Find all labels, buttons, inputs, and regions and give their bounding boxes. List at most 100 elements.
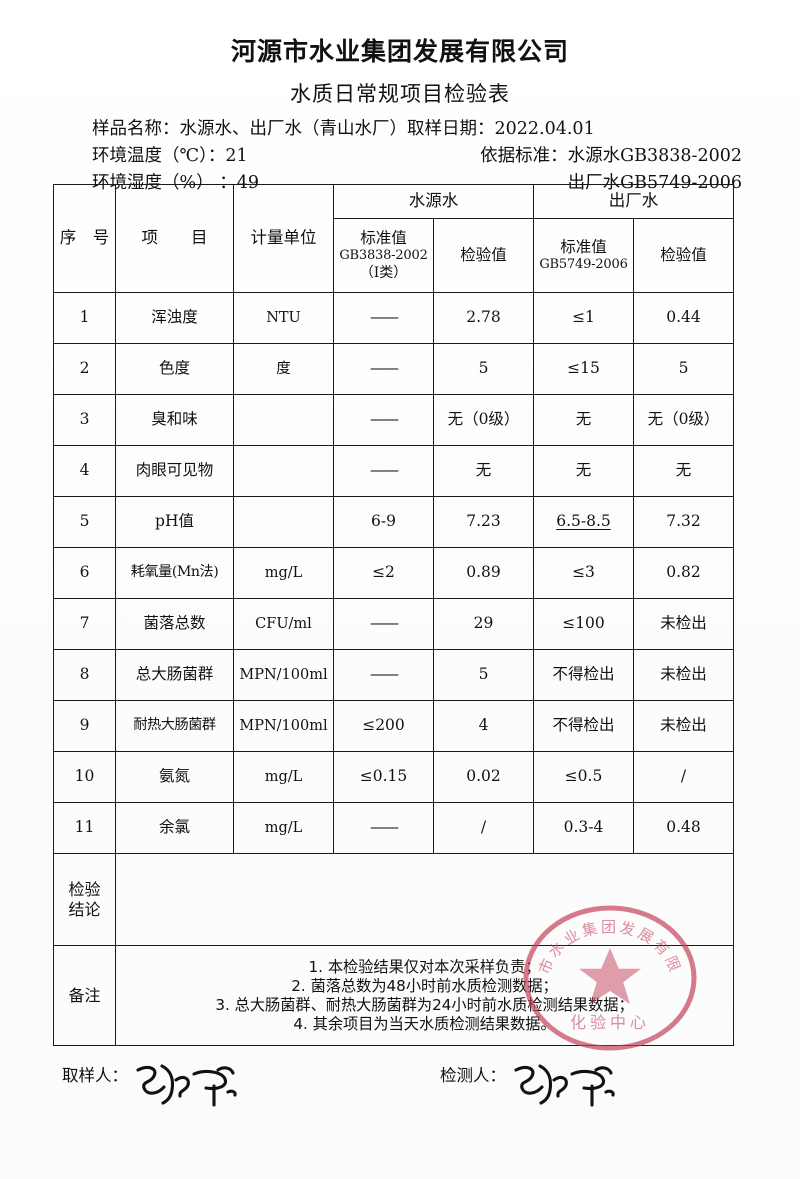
reference-standard-source: 依据标准：水源水GB3838-2002 <box>480 146 742 166</box>
header-source-standard-line2: GB3838-2002 <box>339 248 428 264</box>
sampler-handwritten-signature <box>132 1056 244 1112</box>
header-sub-row: 标准值 GB3838-2002 （Ⅰ类） 检验值 标准值 GB5749-2006… <box>54 218 734 293</box>
row-output-standard: ≤0.5 <box>533 751 634 803</box>
row-item: 耐热大肠菌群 <box>115 700 234 752</box>
remark-label: 备注 <box>53 945 116 1046</box>
row-unit: CFU/ml <box>233 598 334 650</box>
row-unit: MPN/100ml <box>233 700 334 752</box>
table-body: 1 浑浊度 NTU —— 2.78 ≤1 0.44 2 色度度 —— 5 ≤15 5 3 臭和味 —— 无（0级… <box>53 292 734 854</box>
row-source-result: 5 <box>433 649 534 701</box>
environment-temperature: 环境温度（℃）：21 <box>92 146 248 166</box>
header-item: 项 目 <box>115 184 234 293</box>
row-output-standard: ≤3 <box>533 547 634 599</box>
row-output-result: 未检出 <box>633 649 734 701</box>
row-source-standard: —— <box>333 343 434 395</box>
table-row: 9 耐热大肠菌群 MPN/100ml ≤200 4 不得检出 未检出 <box>53 700 734 752</box>
header-source-standard-line1: 标准值 <box>360 228 407 247</box>
row-source-result: 7.23 <box>433 496 534 548</box>
row-output-result: 7.32 <box>633 496 734 548</box>
row-source-result: 5 <box>433 343 534 395</box>
remark-line: 2. 菌落总数为48小时前水质检测数据； <box>291 976 558 995</box>
table-head: 序 号 项 目 计量单位 水源水 出厂水 标准值 GB3838-2002 （Ⅰ类… <box>53 184 734 293</box>
row-source-standard: —— <box>333 292 434 344</box>
row-item: 肉眼可见物 <box>115 445 234 497</box>
sampling-date: 取样日期：2022.04.01 <box>407 119 595 139</box>
header-output-result: 检验值 <box>633 218 734 293</box>
row-source-standard: ≤2 <box>333 547 434 599</box>
row-source-standard: —— <box>333 394 434 446</box>
row-source-standard: —— <box>333 598 434 650</box>
header-output-standard-line2: GB5749-2006 <box>539 257 628 273</box>
table-row: 8 总大肠菌群 MPN/100ml —— 5 不得检出 未检出 <box>53 649 734 701</box>
row-no: 7 <box>53 598 116 650</box>
row-source-result: 4 <box>433 700 534 752</box>
table-row: 6 耗氧量(Mn法) mg/L ≤2 0.89 ≤3 0.82 <box>53 547 734 599</box>
row-output-standard: 不得检出 <box>533 700 634 752</box>
row-item: pH值 <box>115 496 234 548</box>
tester-signature: 检测人： <box>440 1062 622 1112</box>
tester-label: 检测人： <box>440 1066 506 1085</box>
header-source-result: 检验值 <box>433 218 534 293</box>
header-group-row: 序 号 项 目 计量单位 水源水 出厂水 <box>53 184 734 293</box>
row-source-standard: 6-9 <box>333 496 434 548</box>
row-no: 1 <box>53 292 116 344</box>
row-unit: NTU <box>233 292 334 344</box>
row-unit <box>233 445 334 497</box>
header-output-standard: 标准值 GB5749-2006 <box>533 218 634 293</box>
row-output-standard: 0.3-4 <box>533 802 634 854</box>
row-output-result: 0.44 <box>633 292 734 344</box>
row-source-result: 29 <box>433 598 534 650</box>
row-item: 色度 <box>115 343 234 395</box>
row-item: 浑浊度 <box>115 292 234 344</box>
row-source-result: 2.78 <box>433 292 534 344</box>
row-unit <box>233 496 334 548</box>
row-unit: mg/L <box>233 802 334 854</box>
header-output-standard-line1: 标准值 <box>560 237 607 256</box>
info-row-sample: 样品名称：水源水、出厂水（青山水厂） 取样日期：2022.04.01 <box>92 116 756 143</box>
conclusion-label-line2: 结论 <box>68 899 101 919</box>
row-output-result: 0.82 <box>633 547 734 599</box>
row-output-standard: 无 <box>533 394 634 446</box>
row-unit <box>233 394 334 446</box>
row-no: 10 <box>53 751 116 803</box>
row-item: 氨氮 <box>115 751 234 803</box>
row-source-result: / <box>433 802 534 854</box>
header-unit: 计量单位 <box>233 184 334 293</box>
row-output-result: 未检出 <box>633 598 734 650</box>
row-output-result: 无 <box>633 445 734 497</box>
row-unit: mg/L <box>233 751 334 803</box>
row-output-result: 未检出 <box>633 700 734 752</box>
conclusion-value <box>115 853 734 946</box>
row-item: 总大肠菌群 <box>115 649 234 701</box>
conclusion-row: 检验 结论 <box>53 853 734 946</box>
header-group-output-water: 出厂水 <box>533 184 734 219</box>
sample-name: 样品名称：水源水、出厂水（青山水厂） <box>92 119 407 139</box>
report-title: 水质日常规项目检验表 <box>290 82 510 106</box>
row-no: 11 <box>53 802 116 854</box>
row-output-standard: ≤15 <box>533 343 634 395</box>
sampler-signature: 取样人： <box>62 1062 244 1112</box>
row-output-standard: 无 <box>533 445 634 497</box>
remark-content: 1. 本检验结果仅对本次采样负责； 2. 菌落总数为48小时前水质检测数据； 3. … <box>115 945 734 1046</box>
row-source-result: 0.02 <box>433 751 534 803</box>
row-output-standard: 不得检出 <box>533 649 634 701</box>
row-source-standard: —— <box>333 802 434 854</box>
row-source-result: 无（0级） <box>433 394 534 446</box>
header-source-standard-line3: （Ⅰ类） <box>359 264 408 281</box>
table-row: 1 浑浊度 NTU —— 2.78 ≤1 0.44 <box>53 292 734 344</box>
row-output-standard: ≤1 <box>533 292 634 344</box>
table-row: 2 色度度 —— 5 ≤15 5 <box>53 343 734 395</box>
row-output-result: 无（0级） <box>633 394 734 446</box>
row-source-result: 无 <box>433 445 534 497</box>
table-row: 3 臭和味 —— 无（0级）无无（0级） <box>53 394 734 446</box>
tester-handwritten-signature <box>510 1056 622 1112</box>
row-output-result: 5 <box>633 343 734 395</box>
table-row: 5 pH值 6-9 7.23 6.5-8.5 7.32 <box>53 496 734 548</box>
header-group-source-water: 水源水 <box>333 184 534 219</box>
row-no: 5 <box>53 496 116 548</box>
row-item: 余氯 <box>115 802 234 854</box>
row-no: 2 <box>53 343 116 395</box>
table-row: 4 肉眼可见物 —— 无无无 <box>53 445 734 497</box>
row-no: 8 <box>53 649 116 701</box>
